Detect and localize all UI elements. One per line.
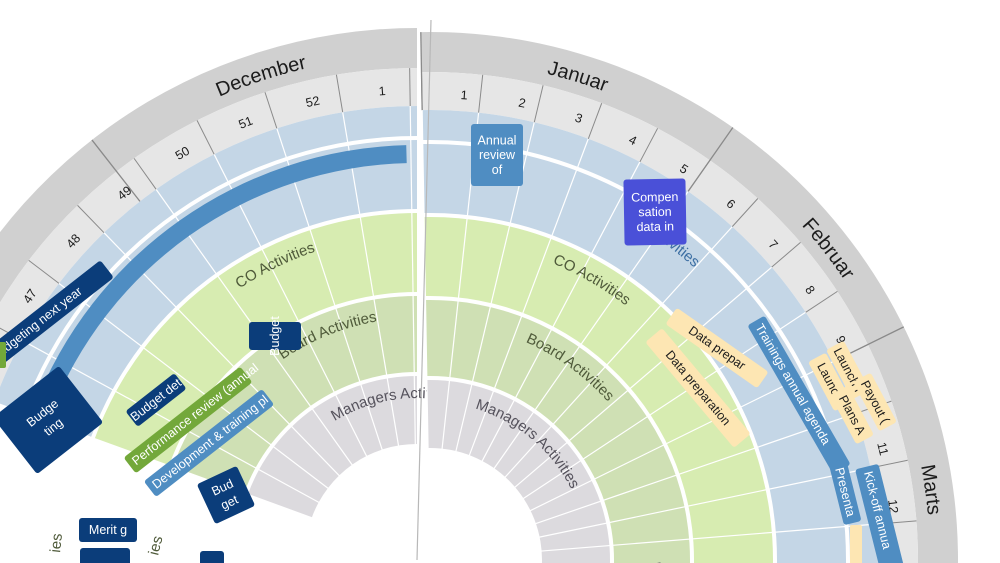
week-band [421, 72, 918, 563]
card-data-preparation-box [646, 329, 750, 447]
card-plans-a-box [831, 386, 873, 444]
center-hole [313, 445, 417, 556]
week-tick [587, 103, 603, 139]
week-tick [805, 290, 838, 313]
card-budget-board-text: Budget [268, 316, 282, 356]
week-grid-line [409, 106, 416, 447]
week-tick [409, 68, 411, 107]
week-grid-line [421, 110, 429, 451]
card-budget-board[interactable]: Budget [249, 316, 301, 356]
center-hole [428, 450, 540, 563]
month-separator [420, 32, 423, 111]
week-grid-line [468, 138, 589, 458]
ring-managers [426, 378, 612, 563]
card-compensation-data-text: sation [638, 205, 672, 220]
card-partial-navy-2[interactable] [200, 551, 224, 563]
week-tick [533, 85, 544, 123]
card-compensation-data-box [623, 178, 687, 246]
week-tick [77, 205, 105, 234]
month-separator [91, 139, 141, 202]
ring-label-partial-board: ies [145, 534, 166, 557]
week-tick [133, 158, 157, 190]
card-budget-managers-box [197, 466, 255, 524]
month-band [420, 32, 959, 563]
week-grid-line [480, 161, 641, 463]
card-development-training-box [144, 390, 274, 496]
week-grid-line [537, 467, 871, 539]
week-tick [771, 242, 801, 268]
week-label: 3 [573, 111, 584, 127]
hr-outer-strip [0, 106, 417, 414]
half-seam [416, 19, 432, 561]
card-kick-off-annual-box [855, 464, 905, 563]
card-merit-text: Merit g [89, 523, 127, 537]
card-compensation-data-text: data in [636, 219, 674, 234]
week-label: 11 [874, 441, 891, 457]
card-budget-managers-text: get [219, 492, 241, 512]
month-band [0, 28, 417, 303]
card-compensation-data-text: Compen [631, 190, 679, 205]
card-payout-box [854, 373, 896, 431]
week-grid-line [539, 523, 879, 552]
ring-label-partial-managers: M [646, 561, 665, 563]
card-partial-cream[interactable] [850, 525, 862, 563]
card-budget-det-box [126, 374, 186, 426]
card-merit-box [79, 518, 137, 542]
card-trainings-annual-agenda-box [748, 316, 850, 474]
ring-managers [245, 374, 417, 519]
card-annual-review-text: review [479, 148, 516, 162]
week-label: 1 [460, 88, 468, 102]
week-label: 47 [20, 287, 39, 306]
week-tick [731, 198, 759, 227]
card-budgeting[interactable]: Budgeting [0, 366, 103, 474]
week-tick [196, 120, 215, 155]
wheel-overlay [416, 19, 432, 561]
week-tick [335, 74, 344, 113]
card-data-prepar-box [666, 308, 768, 388]
card-annual-review-box [471, 124, 523, 186]
ring-divider [311, 444, 417, 520]
card-annual-review-text: Annual [478, 133, 517, 147]
hr-long-activity-bar[interactable] [33, 145, 407, 416]
week-tick [28, 259, 60, 284]
wheel-left-half-december: Decemberember464748495051521HR Activitie… [0, 28, 462, 556]
card-budgeting-box [0, 366, 103, 474]
card-budget-managers[interactable]: Budget [197, 466, 255, 524]
ring-board [170, 294, 417, 494]
week-tick [264, 92, 278, 129]
week-label: 1 [378, 84, 386, 98]
card-merit[interactable]: Merit g [79, 518, 137, 542]
ring-hr [24, 138, 418, 438]
ring-co [423, 215, 775, 563]
card-presenta-box [829, 459, 861, 525]
card-budgeting-next-year-box [0, 261, 113, 369]
card-annual-review-text: of [492, 163, 503, 177]
ring-divider [244, 372, 417, 495]
week-tick [639, 128, 659, 163]
week-grid-line [533, 412, 856, 525]
card-budget-board-box [249, 322, 301, 350]
ring-label-partial: ies [47, 533, 66, 554]
week-tick [478, 74, 484, 113]
week-label: 2 [517, 96, 527, 111]
card-partial-green[interactable] [0, 342, 6, 368]
week-grid-line [513, 266, 773, 489]
week-grid-line [503, 226, 733, 479]
month-separator [687, 127, 734, 192]
card-performance-review-box [124, 367, 252, 473]
card-partial-navy-1[interactable] [80, 548, 130, 563]
week-band [0, 68, 417, 387]
